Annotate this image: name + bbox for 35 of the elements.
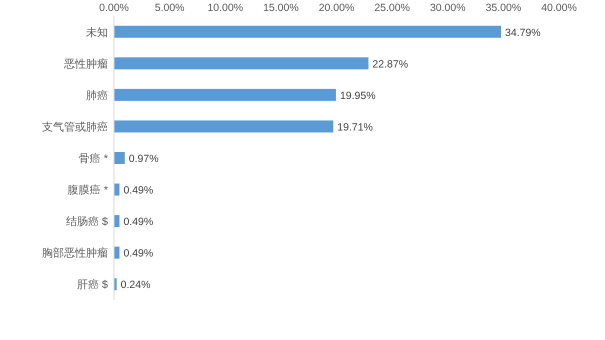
bar	[114, 215, 120, 228]
data-label: 22.87%	[372, 58, 408, 70]
data-label: 0.97%	[128, 153, 159, 165]
bar	[114, 88, 336, 101]
y-tick-label: 胸部恶性肿瘤	[42, 246, 108, 260]
y-tick-label: 支气管或肺癌	[42, 120, 108, 134]
y-tick-label: 腹膜癌 *	[68, 184, 109, 197]
bar	[114, 26, 502, 38]
data-label: 0.49%	[123, 184, 154, 197]
y-tick-label: 恶性肿瘤	[63, 57, 108, 70]
data-label: 19.95%	[340, 90, 376, 102]
data-label: 34.79%	[505, 26, 541, 39]
y-tick-label: 结肠癌 $	[66, 215, 108, 228]
data-label: 0.49%	[123, 216, 154, 228]
data-label: 19.71%	[337, 121, 373, 134]
x-tick-label: 15.00%	[263, 2, 299, 14]
x-tick-label: 10.00%	[207, 2, 244, 14]
x-tick-label: 5.00%	[154, 2, 185, 14]
x-tick-label: 25.00%	[374, 2, 410, 14]
y-tick-label: 未知	[86, 26, 108, 39]
data-label: 0.24%	[120, 279, 150, 292]
x-tick-label: 30.00%	[430, 2, 466, 14]
x-tick-label: 20.00%	[318, 2, 354, 14]
x-tick-label: 35.00%	[486, 2, 522, 14]
y-tick-label: 肺癌	[86, 88, 108, 102]
x-tick-label: 0.00%	[99, 2, 129, 14]
data-label: 0.49%	[123, 248, 154, 260]
bar	[114, 246, 120, 259]
bar	[114, 152, 125, 164]
y-tick-label: 骨癌 *	[78, 152, 109, 165]
y-tick-label: 肝癌 $	[76, 278, 108, 292]
bar	[114, 120, 334, 132]
bar	[114, 184, 120, 196]
x-tick-label: 40.00%	[541, 2, 577, 14]
bar	[114, 57, 368, 70]
